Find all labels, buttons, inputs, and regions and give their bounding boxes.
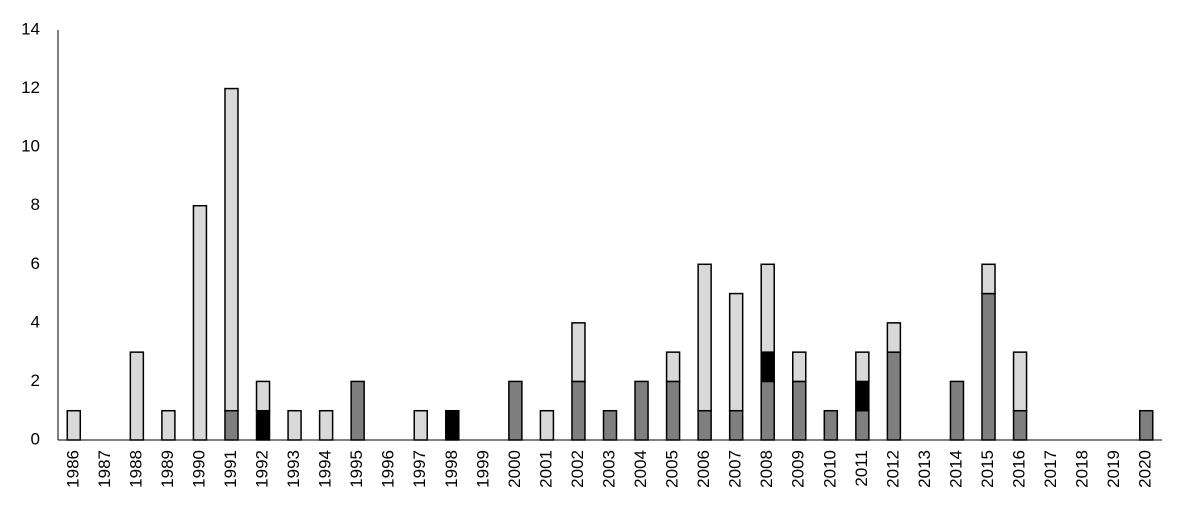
bar-segment — [445, 409, 460, 441]
x-tick-label: 2013 — [915, 450, 934, 488]
bar-segment — [697, 409, 712, 441]
y-tick-label: 2 — [31, 371, 40, 390]
bar-segment — [728, 409, 744, 441]
bar-segment — [855, 380, 870, 412]
bar-segment — [66, 409, 82, 441]
bar-segment — [413, 409, 428, 441]
x-tick-label: 2012 — [883, 450, 902, 488]
bar-segment — [886, 322, 902, 353]
bar-segment — [855, 409, 870, 441]
x-tick-label: 1989 — [158, 450, 177, 488]
x-tick-label: 2007 — [726, 450, 745, 488]
bar-segment — [255, 380, 271, 412]
x-tick-label: 1987 — [95, 450, 114, 488]
bar-segment — [571, 380, 586, 441]
bar-segment — [192, 204, 208, 441]
x-tick-label: 2014 — [946, 450, 965, 488]
x-tick-label: 2011 — [852, 450, 871, 487]
x-tick-label: 1994 — [316, 450, 335, 488]
x-tick-label: 2019 — [1104, 450, 1123, 488]
bar-segment — [1012, 351, 1028, 412]
x-tick-label: 1988 — [126, 450, 145, 488]
y-tick-label: 14 — [21, 19, 40, 38]
bar-segment — [760, 263, 775, 353]
bar-segment — [792, 351, 807, 383]
bar-segment — [665, 380, 681, 441]
x-tick-label: 1986 — [63, 450, 82, 488]
x-tick-label: 2004 — [631, 450, 650, 488]
bar-segment — [224, 87, 239, 412]
bar-segment — [886, 351, 902, 441]
bar-segment — [508, 380, 523, 441]
x-tick-label: 1991 — [221, 450, 240, 488]
bar-segment — [255, 409, 271, 441]
x-tick-label: 2010 — [820, 450, 839, 488]
x-tick-label: 2002 — [568, 450, 587, 488]
bar-segment — [665, 351, 681, 383]
x-tick-label: 2009 — [789, 450, 808, 488]
x-tick-label: 1997 — [410, 450, 429, 488]
bar-segment — [949, 380, 965, 441]
x-tick-label: 2017 — [1041, 450, 1060, 488]
bar-segment — [571, 322, 586, 383]
bar-segment — [318, 409, 334, 441]
y-tick-label: 8 — [31, 195, 40, 214]
bar-segment — [634, 380, 649, 441]
x-tick-label: 1999 — [473, 450, 492, 488]
bar-segment — [981, 292, 996, 441]
y-tick-label: 6 — [31, 254, 40, 273]
x-tick-label: 2015 — [978, 450, 997, 488]
y-tick-label: 12 — [21, 78, 40, 97]
bar-segment — [792, 380, 807, 441]
bar-segment — [129, 351, 145, 441]
x-tick-label: 2018 — [1073, 450, 1092, 488]
bar-segment — [697, 263, 712, 412]
x-tick-label: 2000 — [505, 450, 524, 488]
bar-segment — [161, 409, 176, 441]
x-tick-label: 1990 — [189, 450, 208, 488]
bar-segment — [602, 409, 618, 441]
x-tick-label: 2005 — [663, 450, 682, 488]
bar-segment — [728, 292, 744, 412]
y-tick-label: 10 — [21, 137, 40, 156]
x-tick-label: 1998 — [442, 450, 461, 488]
bar-segment — [224, 409, 239, 441]
bar-segment — [760, 380, 775, 441]
bar-segment — [1138, 409, 1154, 441]
x-tick-label: 2020 — [1136, 450, 1155, 488]
bar-segment — [760, 351, 775, 383]
bar-segment — [855, 351, 870, 383]
bar-segment — [539, 409, 555, 441]
x-tick-label: 2003 — [599, 450, 618, 488]
x-tick-label: 1992 — [253, 450, 272, 488]
x-tick-label: 1995 — [347, 450, 366, 488]
bar-segment — [981, 263, 996, 295]
x-tick-label: 1996 — [379, 450, 398, 488]
y-tick-label: 4 — [31, 312, 40, 331]
bar-segment — [823, 409, 839, 441]
x-tick-label: 2016 — [1010, 450, 1029, 488]
bar-segment — [350, 380, 365, 441]
y-tick-label: 0 — [31, 429, 40, 448]
x-tick-label: 1993 — [284, 450, 303, 488]
x-tick-label: 2001 — [536, 450, 555, 488]
x-tick-label: 2008 — [757, 450, 776, 488]
x-tick-label: 2006 — [694, 450, 713, 488]
bar-segment — [287, 409, 302, 441]
bar-segment — [1012, 409, 1028, 441]
